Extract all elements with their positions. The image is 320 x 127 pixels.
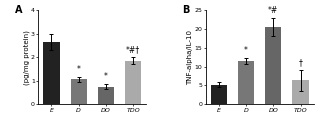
Bar [98,86,114,104]
Text: B: B [182,5,189,15]
Text: †: † [299,58,302,67]
Text: *: * [77,65,81,74]
Text: *#: *# [268,6,278,15]
Text: *: * [104,72,108,81]
Text: *: * [244,46,248,55]
Y-axis label: TNF-alpha/IL-10: TNF-alpha/IL-10 [187,30,193,85]
Bar [238,61,254,104]
Bar [292,81,309,104]
Bar [211,85,227,104]
Y-axis label: (pg/mg protein): (pg/mg protein) [23,30,29,85]
Bar [70,80,87,104]
Text: *#†: *#† [126,45,140,54]
Bar [265,27,282,104]
Text: A: A [15,5,22,15]
Bar [125,61,141,104]
Bar [43,42,60,104]
